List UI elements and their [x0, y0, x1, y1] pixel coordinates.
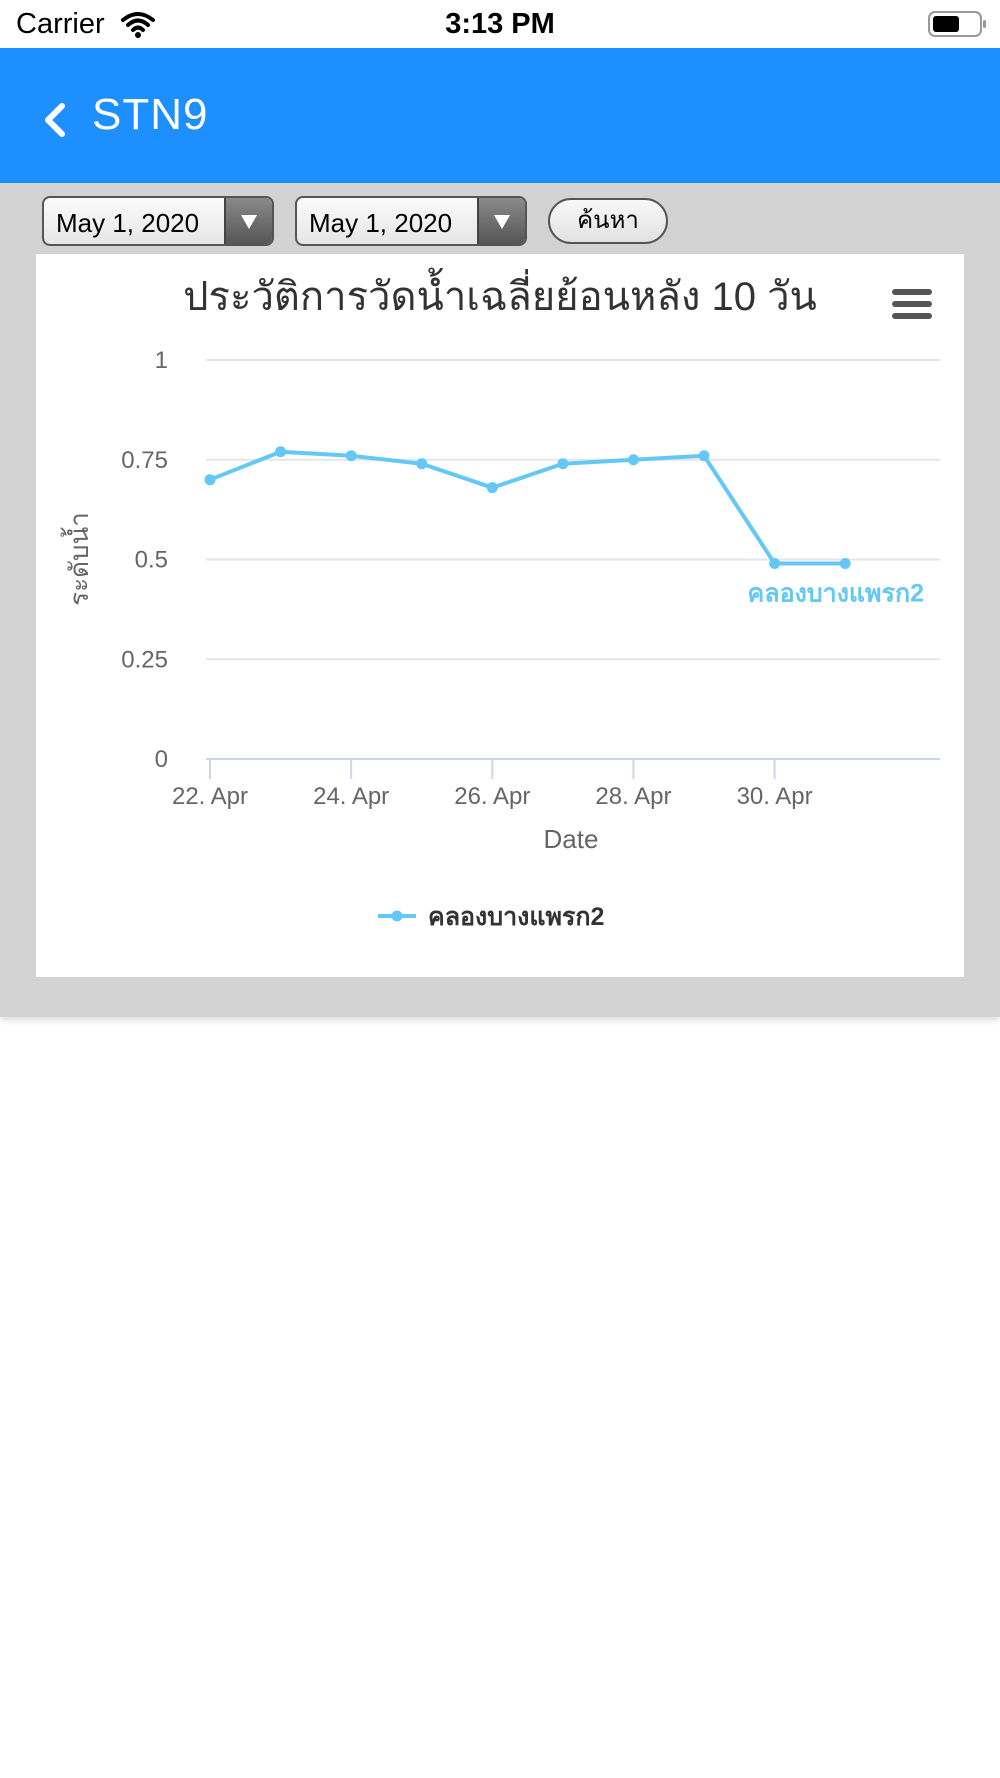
chart-card: ประวัติการวัดน้ำเฉลี่ยย้อนหลัง 10 วัน 0 0… — [36, 254, 964, 977]
end-date-select[interactable]: May 1, 2020 — [295, 196, 527, 246]
data-point — [839, 557, 851, 569]
data-point — [204, 474, 216, 486]
wifi-icon — [121, 12, 155, 38]
dropdown-arrow-icon — [477, 198, 525, 244]
y-tick-label: 0.5 — [135, 547, 168, 574]
battery-icon — [928, 11, 986, 37]
data-point — [345, 450, 357, 462]
y-tick-label: 0.25 — [121, 646, 168, 673]
data-point — [698, 450, 710, 462]
data-point — [557, 458, 569, 470]
carrier-label: Carrier — [16, 8, 105, 40]
y-tick-label: 0.75 — [121, 447, 168, 474]
y-axis-label: ระดับน้ำ — [60, 512, 94, 606]
x-axis-label: Date — [544, 824, 599, 854]
y-tick-label: 1 — [155, 347, 168, 374]
back-chevron-icon[interactable] — [40, 100, 70, 140]
end-date-value: May 1, 2020 — [309, 208, 453, 238]
legend-marker-icon — [391, 910, 403, 922]
chart-title: ประวัติการวัดน้ำเฉลี่ยย้อนหลัง 10 วัน — [183, 267, 817, 319]
dropdown-arrow-icon — [224, 198, 272, 244]
data-point — [486, 482, 498, 494]
chart-menu-icon[interactable] — [892, 289, 932, 319]
x-tick-label: 26. Apr — [454, 783, 530, 810]
line-chart: ประวัติการวัดน้ำเฉลี่ยย้อนหลัง 10 วัน 0 0… — [60, 267, 940, 931]
data-point — [275, 446, 287, 458]
y-tick-label: 0 — [155, 746, 168, 773]
x-tick-label: 22. Apr — [172, 783, 248, 810]
start-date-value: May 1, 2020 — [56, 208, 200, 238]
nav-title: STN9 — [92, 90, 209, 139]
start-date-select[interactable]: May 1, 2020 — [42, 196, 274, 246]
search-button[interactable]: ค้นหา — [548, 198, 668, 244]
series-end-label: คลองบางแพรก2 — [748, 579, 924, 607]
data-point — [769, 557, 781, 569]
status-time: 3:13 PM — [445, 8, 555, 40]
x-tick-label: 28. Apr — [595, 783, 671, 810]
series-line — [209, 449, 846, 566]
x-tick-label: 30. Apr — [737, 783, 813, 810]
data-point — [627, 454, 639, 466]
status-bar: Carrier 3:13 PM — [0, 0, 1000, 48]
legend-label: คลองบางแพรก2 — [428, 903, 604, 931]
nav-bar: STN9 — [0, 48, 1000, 183]
x-tick-label: 24. Apr — [313, 783, 389, 810]
data-point — [416, 458, 428, 470]
